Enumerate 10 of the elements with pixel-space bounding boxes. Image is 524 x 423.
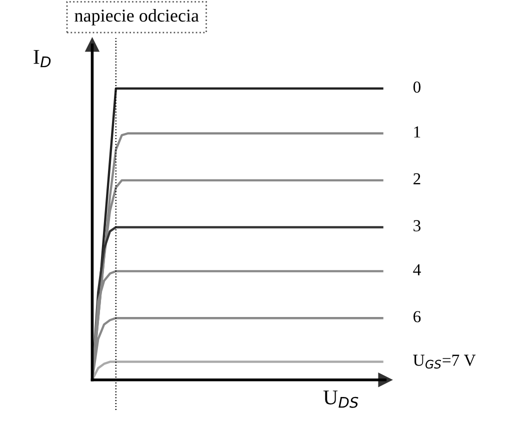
series-label: 6 (414, 311, 421, 322)
x-axis-title: U$_{DS}$ (323, 390, 358, 408)
series-label: 2 (414, 173, 420, 184)
y-axis-title: I$_{D}$ (34, 50, 51, 68)
series-label: 3 (414, 220, 420, 232)
series-label: U$_{GS}$=7 V (413, 354, 476, 369)
series-label: 0 (413, 81, 420, 93)
series-label: 4 (413, 264, 421, 276)
text: napiecie odciecia (74, 9, 199, 26)
series-label: 1 (414, 126, 420, 138)
